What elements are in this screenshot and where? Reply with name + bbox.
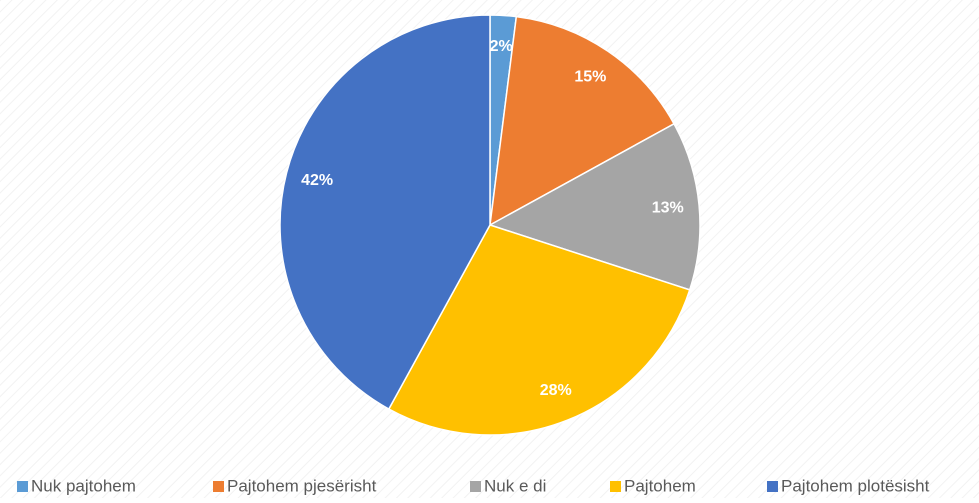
pie-slice [387,224,691,436]
legend-label: Nuk pajtohem [31,476,136,495]
pie-slice [489,15,676,227]
data-label: 13% [652,199,684,216]
data-label: 15% [574,69,606,86]
legend-label: Nuk e di [484,476,546,495]
legend-label: Pajtohem [624,476,696,495]
legend-swatch [213,481,224,492]
legend-swatch [767,481,778,492]
data-label: 2% [490,38,513,55]
data-label: 28% [540,382,572,399]
pie-slice [279,14,491,411]
legend-label: Pajtohem plotësisht [781,476,930,495]
pie-slice [488,122,701,291]
legend-swatch [610,481,621,492]
legend-label: Pajtohem pjesërisht [227,476,377,495]
legend-swatch [470,481,481,492]
data-label: 42% [301,172,333,189]
legend: Nuk pajtohem Pajtohem pjesërisht Nuk e di P… [17,476,930,495]
pie: 2% 15% 13% 28% 42% [279,14,701,436]
legend-swatch [17,481,28,492]
